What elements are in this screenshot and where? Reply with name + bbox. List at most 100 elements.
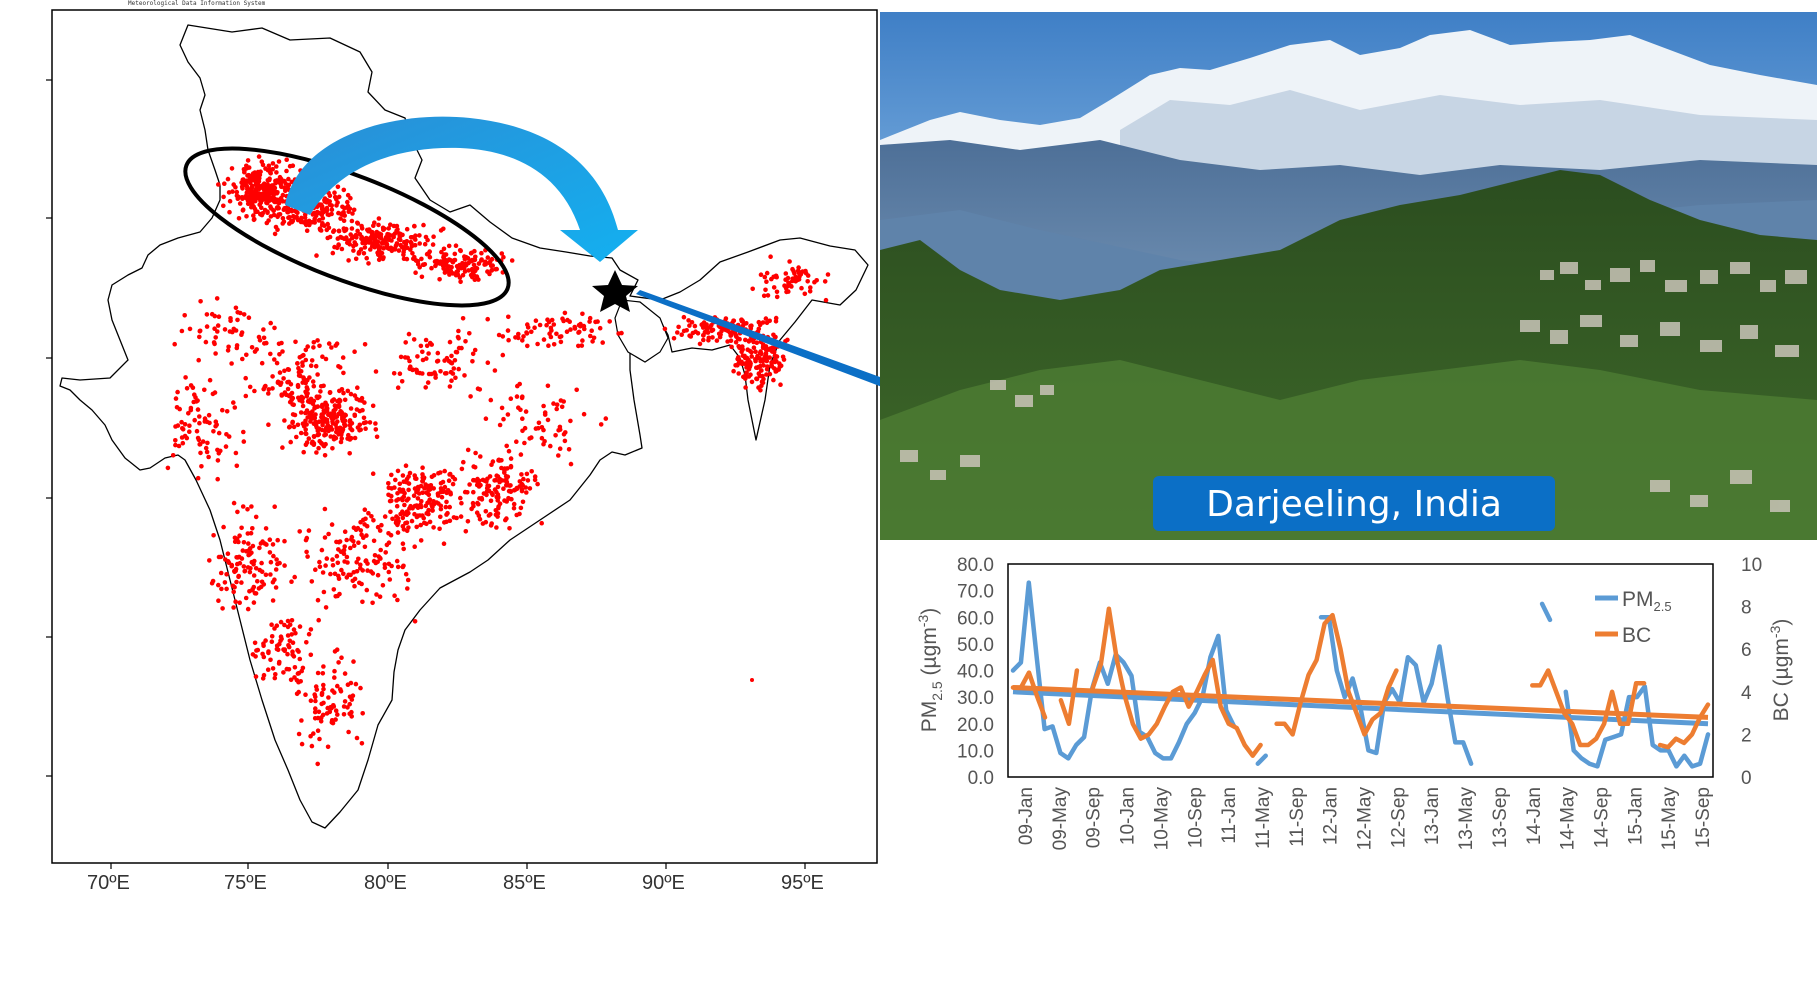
fire-dot [471, 489, 476, 495]
fire-dot [328, 434, 334, 439]
fire-dot [349, 235, 355, 241]
fire-dot [426, 371, 432, 377]
fire-dot [769, 363, 774, 368]
left-tick-label: 50.0 [957, 635, 994, 656]
fire-dot [437, 277, 442, 282]
fire-dot [448, 369, 454, 375]
fire-dot [268, 657, 273, 663]
fire-dot [568, 461, 574, 467]
fire-dot [320, 570, 326, 575]
fire-dot [362, 544, 368, 550]
fire-dot [353, 242, 359, 247]
fire-dot [320, 422, 325, 428]
fire-dot [245, 606, 251, 612]
fire-dot [407, 470, 413, 476]
fire-dot [296, 365, 301, 371]
fire-dot [404, 479, 409, 485]
fire-dot [561, 318, 566, 324]
fire-dot [363, 516, 368, 522]
fire-dot [249, 345, 255, 350]
bangladesh-outline [614, 299, 669, 363]
fire-dot [216, 430, 222, 436]
fire-dot [339, 436, 345, 441]
fire-dot [197, 328, 203, 334]
fire-dot [467, 331, 472, 336]
fire-dot [364, 255, 370, 261]
fire-dot [418, 343, 424, 349]
fire-dot [456, 328, 461, 334]
fire-dot [252, 349, 258, 354]
fire-dot [374, 434, 380, 440]
fire-dot [485, 269, 490, 274]
fire-dot [344, 554, 350, 560]
fire-dot [263, 526, 269, 531]
fire-dot [450, 481, 456, 487]
fire-dot [224, 432, 229, 437]
fire-dot [216, 598, 221, 603]
fire-dot [420, 349, 425, 355]
fire-dot [263, 572, 269, 578]
fire-dot [266, 387, 272, 392]
fire-dot [597, 325, 603, 331]
fire-dot [763, 287, 768, 293]
fire-dot [243, 595, 249, 601]
fire-dot [675, 330, 680, 335]
lat-tick-30: 30ºN [2, 207, 46, 229]
x-tick-label: 10-Sep [1185, 787, 1206, 848]
fire-dot [256, 154, 262, 159]
fire-dot [309, 743, 315, 749]
fire-dot [485, 360, 491, 366]
fire-dot [279, 340, 284, 346]
fire-dot [247, 569, 253, 575]
fire-dot [335, 200, 340, 205]
fire-dot [761, 357, 766, 362]
fire-dot [332, 190, 337, 195]
fire-dot [402, 490, 407, 496]
fire-dot [330, 557, 335, 562]
fire-dot [774, 289, 780, 295]
fire-dot [488, 397, 494, 403]
fire-dot [750, 338, 756, 344]
x-tick-label: 10-May [1151, 787, 1172, 851]
fire-dot [248, 192, 253, 197]
fire-dot [395, 597, 400, 603]
fire-dot [446, 358, 452, 364]
fire-dot [222, 327, 228, 332]
fire-dot [549, 317, 555, 323]
fire-dot [223, 444, 229, 449]
fire-dot [276, 159, 282, 164]
fire-dot [765, 293, 771, 298]
fire-dot [288, 677, 294, 683]
fire-dot [488, 263, 494, 269]
fire-dot [346, 729, 351, 735]
fire-dot [783, 271, 789, 276]
fire-dot [607, 319, 612, 324]
fire-dot [303, 347, 309, 353]
fire-dot [306, 631, 312, 637]
fire-dot [353, 256, 359, 262]
fire-dot [737, 344, 742, 350]
fire-dot [263, 383, 268, 389]
fire-dot [686, 318, 691, 323]
fire-dot [687, 333, 692, 339]
fire-dot [336, 547, 341, 552]
fire-dot [689, 320, 695, 325]
fire-dot [447, 504, 453, 510]
fire-dot [735, 356, 740, 362]
india-outline [59, 24, 869, 829]
fire-dot [227, 209, 232, 215]
fire-dot [493, 508, 499, 513]
fire-dot [493, 512, 499, 518]
fire-dot [463, 339, 468, 344]
fire-dot [358, 247, 364, 252]
fire-dot [341, 187, 347, 193]
fire-dot [304, 219, 310, 224]
fire-dot [525, 478, 531, 483]
fire-dot [470, 270, 476, 276]
fire-dot [216, 451, 222, 456]
fire-dot [313, 684, 319, 689]
fire-dot [761, 293, 767, 299]
fire-dot [319, 412, 325, 417]
fire-dot [595, 319, 600, 324]
fire-dot [557, 427, 563, 432]
